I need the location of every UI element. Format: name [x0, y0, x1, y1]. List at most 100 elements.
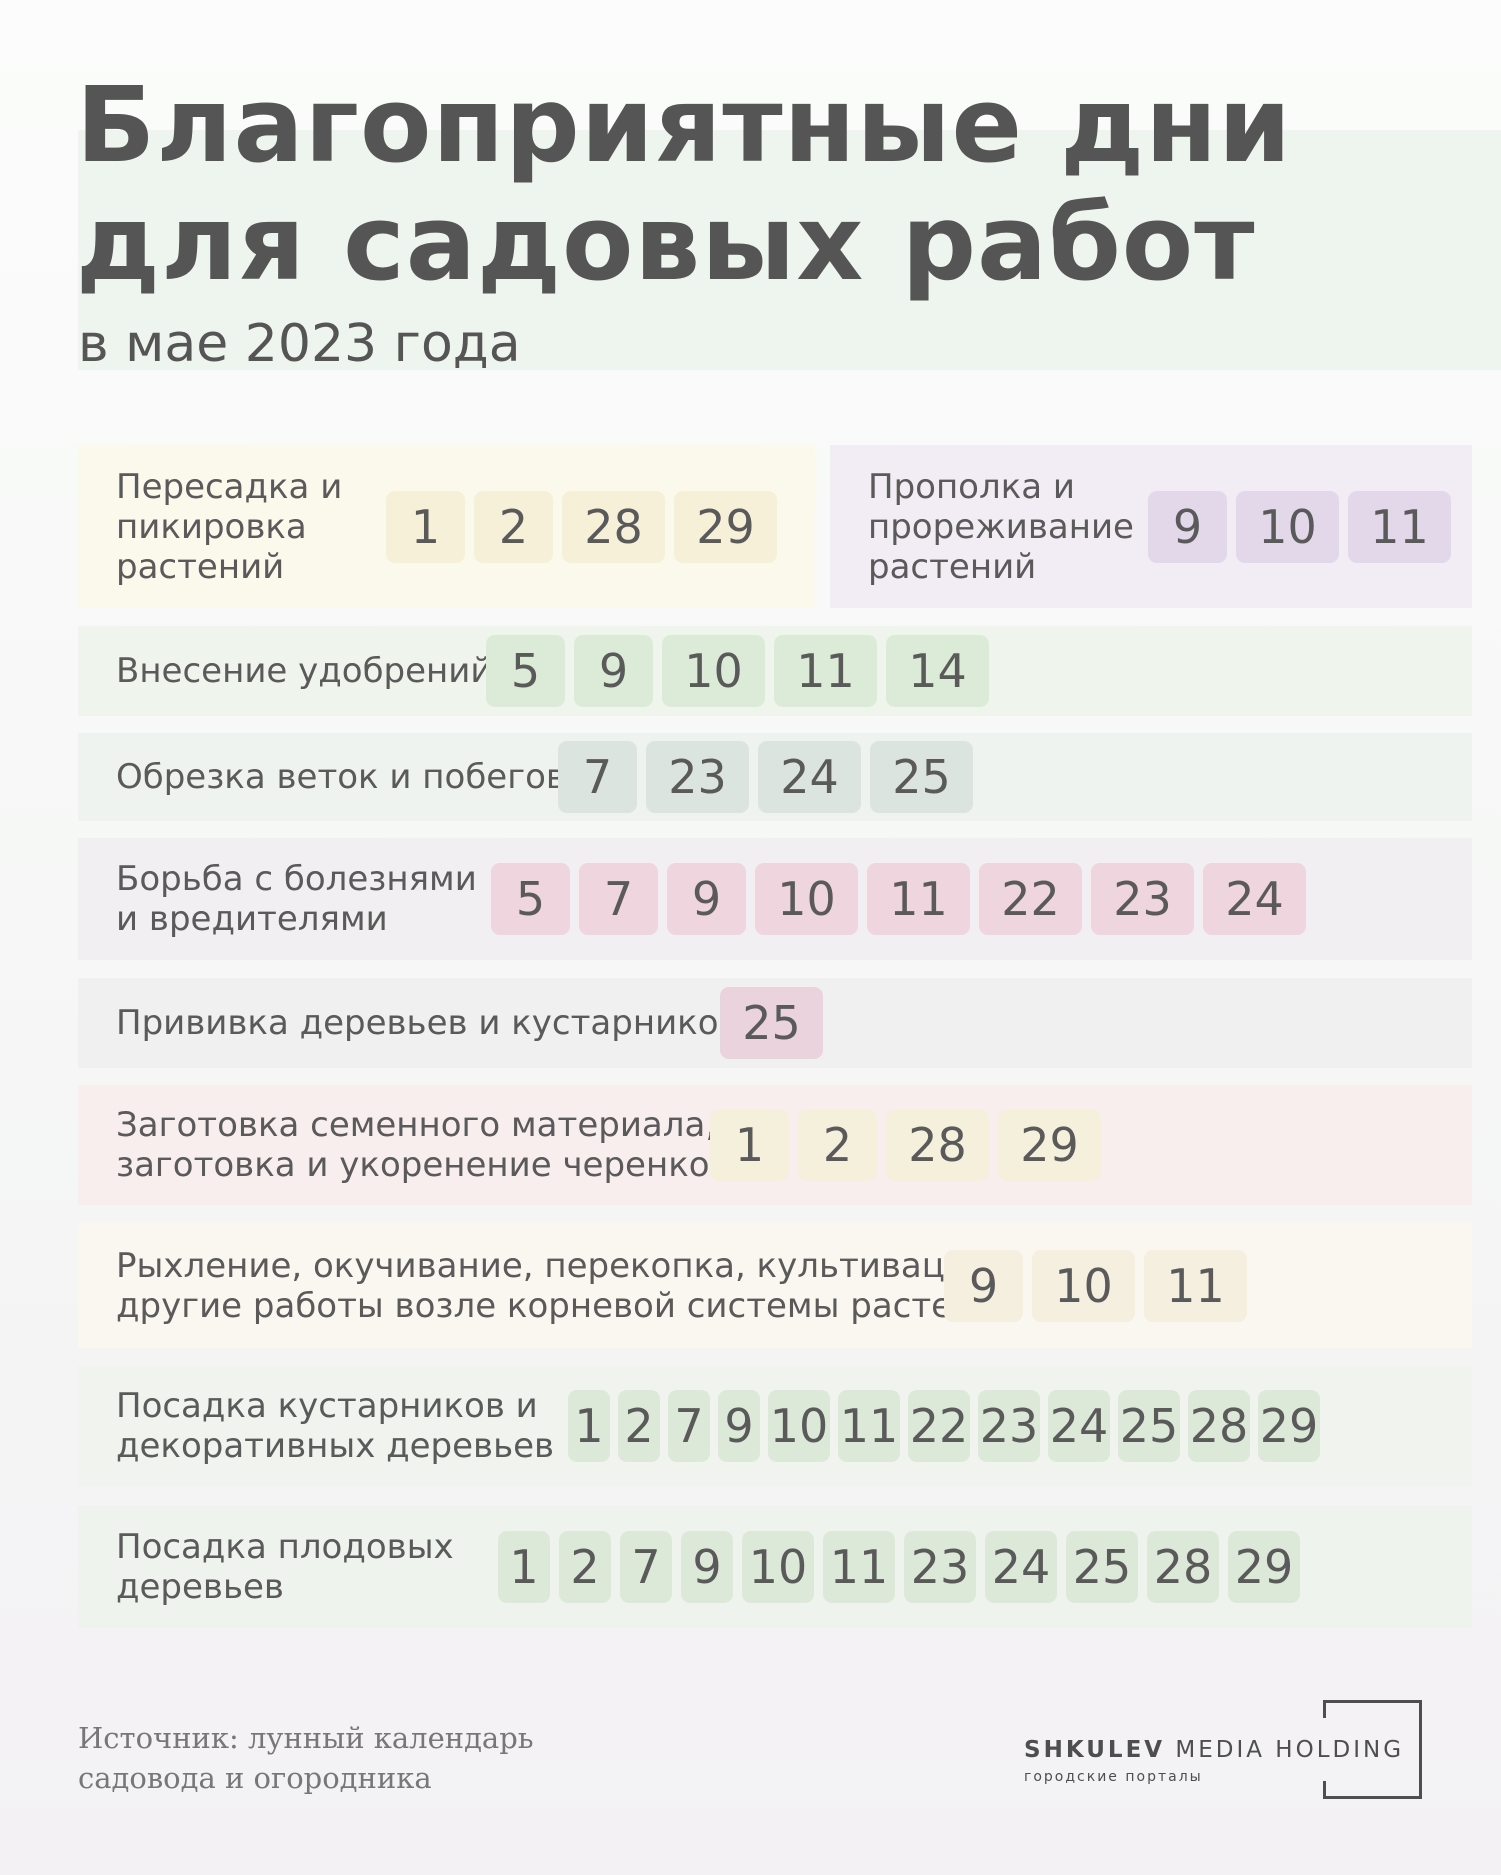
day-chip: 24 [1203, 863, 1306, 935]
publisher-logo: SHKULEV MEDIA HOLDING [1024, 1737, 1404, 1763]
task-label-line: Посадка кустарников и [116, 1386, 538, 1426]
day-chip: 25 [870, 741, 973, 813]
task-label-line: заготовка и укоренение черенков [116, 1145, 730, 1185]
day-chip: 22 [979, 863, 1082, 935]
day-chip: 23 [1091, 863, 1194, 935]
day-chip: 10 [1236, 490, 1339, 563]
day-chip: 24 [985, 1531, 1057, 1603]
day-list: 1 2 7 9 10 11 23 24 25 28 29 [498, 1531, 1300, 1603]
title-highlight-band [78, 130, 1501, 370]
task-row-pruning: Обрезка веток и побегов 7 23 24 25 [78, 733, 1472, 821]
day-chip: 2 [474, 490, 553, 563]
day-chip: 11 [838, 1390, 900, 1462]
task-label-line: Борьба с болезнями [116, 859, 477, 899]
day-chip: 25 [1118, 1390, 1180, 1462]
day-list: 1 2 28 29 [386, 490, 777, 563]
day-chip: 5 [486, 635, 565, 707]
day-chip: 7 [620, 1531, 672, 1603]
day-chip: 25 [720, 987, 823, 1059]
task-label-line: растений [868, 546, 1037, 587]
day-chip: 9 [1148, 490, 1227, 563]
logo-tagline: городские порталы [1024, 1769, 1203, 1785]
day-chip: 7 [668, 1390, 710, 1462]
task-label-line: Обрезка веток и побегов [116, 757, 566, 797]
day-list: 25 [720, 987, 823, 1059]
page-subtitle: в мае 2023 года [78, 314, 521, 374]
day-chip: 28 [886, 1109, 989, 1181]
day-chip: 28 [1188, 1390, 1250, 1462]
source-line-1: Источник: лунный календарь [78, 1721, 534, 1755]
day-chip: 28 [1147, 1531, 1219, 1603]
day-chip: 9 [574, 635, 653, 707]
task-label-line: растений [116, 546, 285, 587]
day-chip: 11 [823, 1531, 895, 1603]
day-chip: 10 [662, 635, 765, 707]
day-chip: 24 [758, 741, 861, 813]
day-list: 5 7 9 10 11 22 23 24 [491, 863, 1306, 935]
task-label: Рыхление, окучивание, перекопка, культив… [116, 1245, 1021, 1326]
task-row-fruit-tree-planting: Посадка плодовых деревьев 1 2 7 9 10 11 23 24 25 2… [78, 1506, 1472, 1628]
day-list: 7 23 24 25 [558, 741, 973, 813]
day-chip: 23 [978, 1390, 1040, 1462]
day-chip: 9 [718, 1390, 760, 1462]
day-chip: 9 [681, 1531, 733, 1603]
day-chip: 29 [674, 490, 777, 563]
day-chip: 1 [710, 1109, 789, 1181]
day-list: 9 10 11 [944, 1249, 1247, 1322]
day-chip: 1 [386, 490, 465, 563]
day-chip: 28 [562, 490, 665, 563]
title-line-1: Благоприятные дни [76, 64, 1292, 186]
day-chip: 9 [667, 863, 746, 935]
day-list: 1 2 28 29 [710, 1109, 1101, 1181]
day-chip: 10 [742, 1531, 814, 1603]
task-row-transplanting: Пересадка и пикировка растений 1 2 28 29 [78, 445, 815, 608]
day-chip: 11 [1144, 1249, 1247, 1322]
day-chip: 7 [579, 863, 658, 935]
task-row-grafting: Прививка деревьев и кустарников 25 [78, 978, 1472, 1068]
day-chip: 2 [798, 1109, 877, 1181]
day-chip: 7 [558, 741, 637, 813]
task-label-line: Прополка и [868, 466, 1075, 507]
task-label-line: Посадка плодовых [116, 1527, 454, 1567]
day-list: 9 10 11 [1148, 490, 1451, 563]
day-chip: 1 [498, 1531, 550, 1603]
task-row-weeding: Прополка и прореживание растений 9 10 11 [830, 445, 1472, 608]
day-chip: 9 [944, 1249, 1023, 1322]
day-chip: 29 [998, 1109, 1101, 1181]
task-label: Прополка и прореживание растений [868, 467, 1148, 587]
task-label-line: Прививка деревьев и кустарников [116, 1003, 739, 1043]
day-chip: 25 [1066, 1531, 1138, 1603]
day-chip: 24 [1048, 1390, 1110, 1462]
day-chip: 1 [568, 1390, 610, 1462]
day-chip: 10 [768, 1390, 830, 1462]
day-chip: 11 [1348, 490, 1451, 563]
page-title: Благоприятные дни для садовых работ [76, 66, 1292, 302]
task-label: Обрезка веток и побегов [116, 757, 566, 797]
task-label-line: декоративных деревьев [116, 1426, 555, 1466]
task-row-loosening: Рыхление, окучивание, перекопка, культив… [78, 1223, 1472, 1348]
day-list: 5 9 10 11 14 [486, 635, 989, 707]
task-row-pest-control: Борьба с болезнями и вредителями 5 7 9 10 11 2… [78, 838, 1472, 960]
logo-brand-rest: MEDIA HOLDING [1175, 1737, 1405, 1763]
task-label: Пересадка и пикировка растений [116, 467, 386, 587]
day-chip: 23 [646, 741, 749, 813]
task-row-shrub-planting: Посадка кустарников и декоративных деревь… [78, 1366, 1472, 1486]
day-chip: 11 [867, 863, 970, 935]
task-label-line: и вредителями [116, 899, 388, 939]
task-label-line: пикировка [116, 506, 307, 547]
day-chip: 5 [491, 863, 570, 935]
task-label: Посадка плодовых деревьев [116, 1527, 498, 1607]
task-label: Посадка кустарников и декоративных деревь… [116, 1386, 568, 1466]
source-note: Источник: лунный календарь садовода и ог… [78, 1718, 534, 1798]
logo-brand: SHKULEV [1024, 1737, 1166, 1763]
task-label-line: прореживание [868, 506, 1134, 547]
day-chip: 23 [904, 1531, 976, 1603]
logo-frame-icon [1323, 1700, 1422, 1799]
day-chip: 10 [755, 863, 858, 935]
task-label-line: Рыхление, окучивание, перекопка, культив… [116, 1245, 1021, 1286]
day-chip: 2 [559, 1531, 611, 1603]
title-line-2: для садовых работ [76, 182, 1256, 304]
day-chip: 29 [1228, 1531, 1300, 1603]
task-label: Внесение удобрений [116, 651, 492, 691]
task-label-line: Заготовка семенного материала, [116, 1105, 717, 1145]
